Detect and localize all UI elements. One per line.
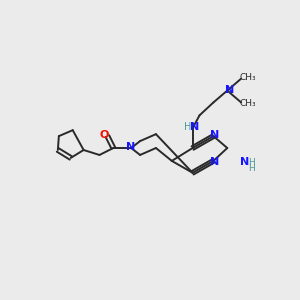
Text: N: N <box>241 157 250 167</box>
Text: O: O <box>100 130 109 140</box>
Text: N: N <box>225 85 234 94</box>
Text: H: H <box>184 122 191 132</box>
Text: CH₃: CH₃ <box>240 73 256 82</box>
Text: N: N <box>190 122 199 132</box>
Text: N: N <box>210 130 219 140</box>
Text: N: N <box>126 142 135 152</box>
Text: N: N <box>210 157 219 167</box>
Text: H: H <box>248 164 254 173</box>
Text: CH₃: CH₃ <box>240 99 256 108</box>
Text: H: H <box>248 158 254 167</box>
